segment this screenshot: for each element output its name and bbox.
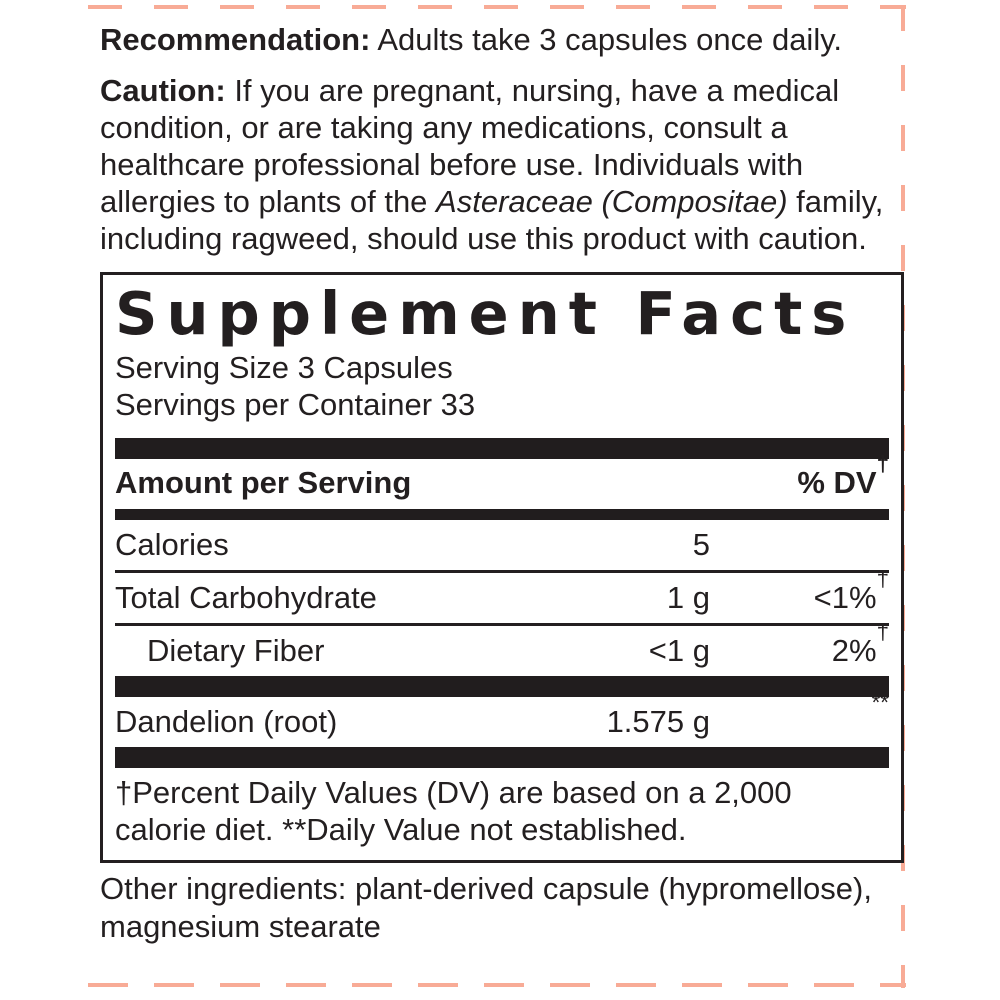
facts-row: Dandelion (root) 1.575 g ** — [115, 691, 889, 747]
facts-row: Calories 5 — [115, 520, 889, 570]
dieline-top — [88, 5, 906, 9]
other-ingredients: Other ingredients: plant-derived capsule… — [100, 871, 872, 944]
dieline-bottom — [88, 983, 906, 987]
divider-thick-top — [115, 438, 889, 459]
recommendation-label: Recommendation: — [100, 22, 371, 57]
caution-label: Caution: — [100, 73, 226, 108]
divider-thin — [115, 570, 889, 573]
nutrient-amount: 1 g — [666, 580, 710, 615]
supplement-facts-inner: Supplement Facts Serving Size 3 Capsules… — [103, 275, 901, 860]
nutrient-name: Calories — [115, 527, 229, 562]
label-content: Recommendation: Adults take 3 capsules o… — [100, 14, 906, 946]
divider-medium — [115, 509, 889, 520]
supplement-facts-panel: Supplement Facts Serving Size 3 Capsules… — [100, 272, 904, 863]
nutrient-amount: 1.575 g — [606, 704, 710, 739]
supplement-facts-title: Supplement Facts — [115, 279, 856, 348]
facts-row: Total Carbohydrate 1 g <1%† — [115, 565, 889, 623]
nutrient-dv: 2%† — [831, 618, 889, 668]
dv-superscript: † — [876, 618, 889, 644]
caution-text-after: family, including ragweed, should use th… — [100, 184, 884, 256]
nutrient-name: Dandelion (root) — [115, 704, 338, 739]
facts-rows: Calories 5 Total Carbohydrate 1 g <1%† D… — [115, 520, 889, 768]
nutrient-dv: <1%† — [813, 565, 889, 615]
percent-dv-header: % DV† — [797, 450, 889, 500]
facts-header-row: Amount per Serving % DV† — [115, 450, 889, 509]
facts-row: Dietary Fiber <1 g 2%† — [115, 618, 889, 676]
divider-thick — [115, 676, 889, 697]
facts-footnote: †Percent Daily Values (DV) are based on … — [115, 775, 792, 847]
nutrient-name: Total Carbohydrate — [115, 580, 377, 615]
servings-per-container: Servings per Container 33 — [115, 387, 476, 422]
nutrient-amount: <1 g — [648, 633, 710, 668]
caution-text-before: If you are pregnant, nursing, have a med… — [100, 73, 840, 219]
dv-superscript: † — [876, 565, 889, 591]
recommendation-text: Adults take 3 capsules once daily. — [370, 22, 843, 57]
divider-thin — [115, 623, 889, 626]
divider-thick — [115, 747, 889, 768]
serving-size: Serving Size 3 Capsules — [115, 350, 453, 385]
caution-paragraph: Caution: If you are pregnant, nursing, h… — [100, 72, 906, 257]
caution-latin-name: Asteraceae (Compositae) — [436, 184, 788, 219]
nutrient-dv: ** — [710, 691, 889, 740]
dagger-superscript: † — [876, 450, 889, 476]
amount-per-serving-header: Amount per Serving — [115, 465, 412, 500]
nutrient-amount: 5 — [692, 527, 710, 562]
nutrient-name: Dietary Fiber — [147, 633, 325, 668]
recommendation-paragraph: Recommendation: Adults take 3 capsules o… — [100, 20, 906, 60]
dv-superscript: ** — [871, 689, 889, 715]
